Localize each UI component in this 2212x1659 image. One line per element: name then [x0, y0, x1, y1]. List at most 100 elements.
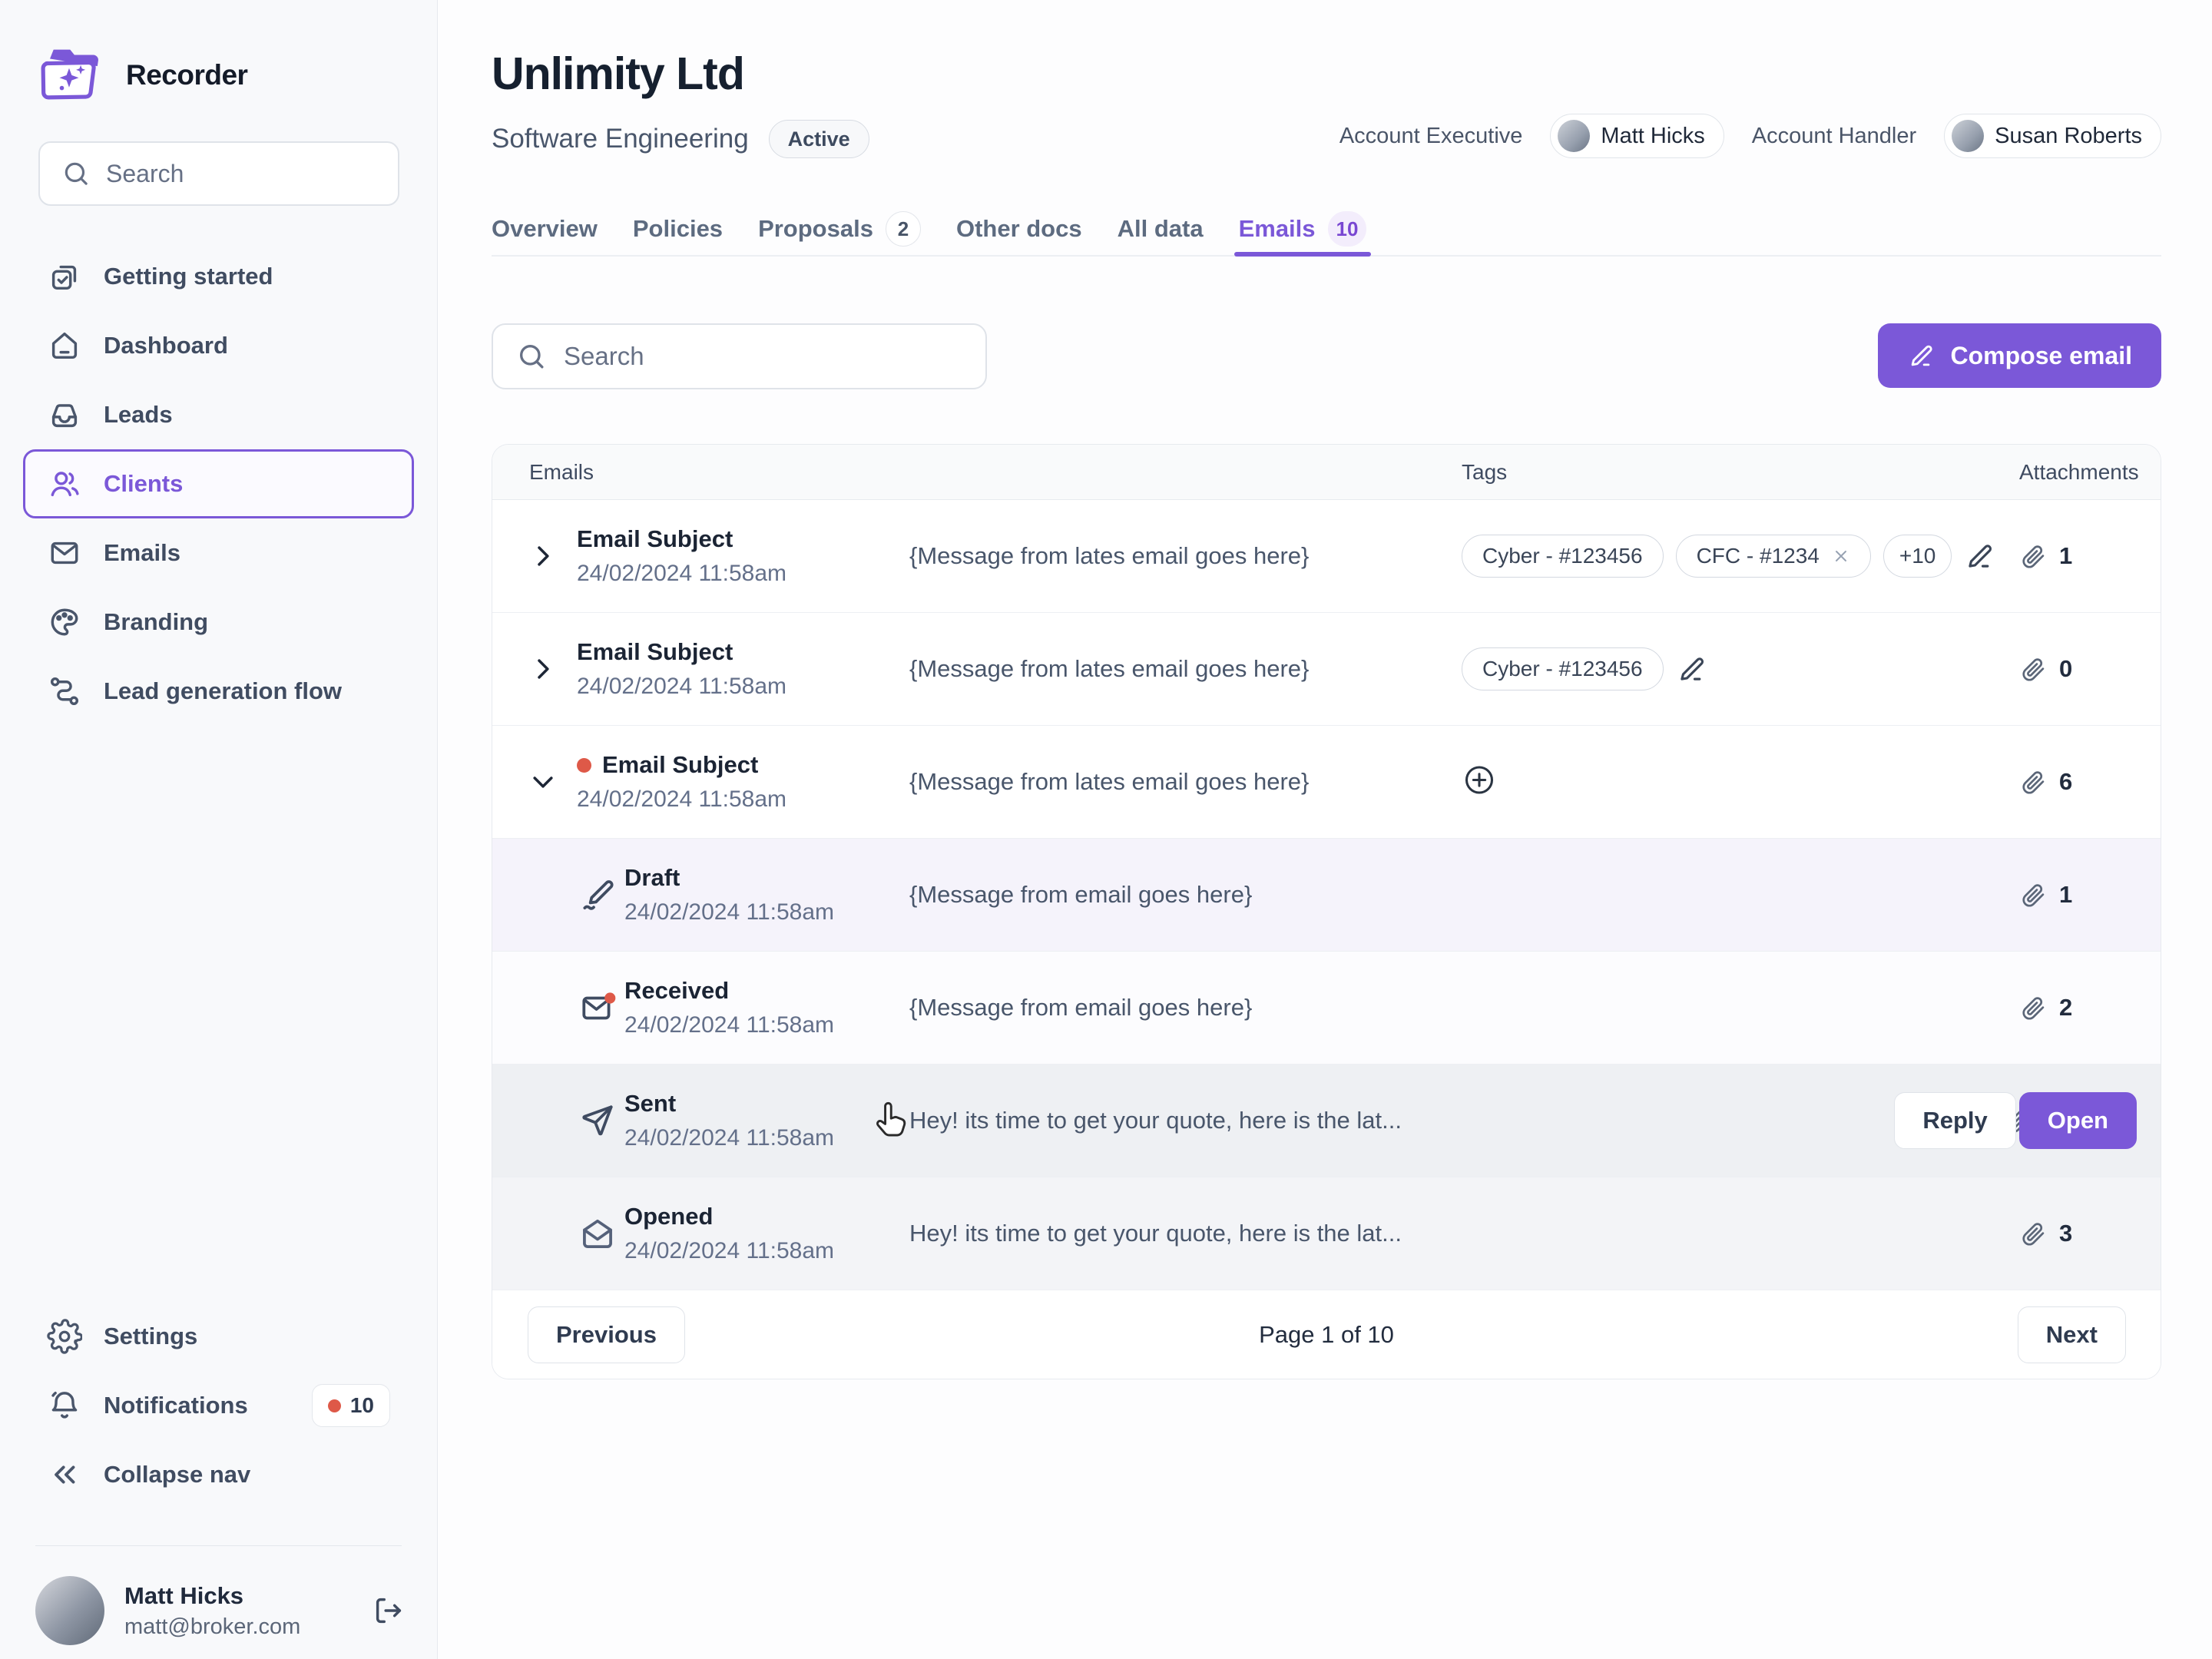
- email-subject: Email Subject: [602, 751, 759, 778]
- sidebar-item-leads[interactable]: Leads: [23, 380, 414, 449]
- draft-pencil-icon: [578, 876, 617, 914]
- email-preview: {Message from lates email goes here}: [909, 655, 1310, 682]
- email-subject: Email Subject: [577, 525, 733, 552]
- sidebar-item-branding[interactable]: Branding: [23, 588, 414, 657]
- pagination: Previous Page 1 of 10 Next: [492, 1290, 2161, 1379]
- sidebar-item-settings[interactable]: Settings: [23, 1302, 414, 1371]
- reply-button[interactable]: Reply: [1894, 1092, 2016, 1149]
- table-header: Emails Tags Attachments: [492, 445, 2161, 500]
- previous-page-button[interactable]: Previous: [528, 1306, 685, 1363]
- email-preview: Hey! its time to get your quote, here is…: [909, 1107, 1402, 1134]
- email-date: 24/02/2024 11:58am: [577, 561, 787, 586]
- sidebar-nav: Getting started Dashboard Leads Clients …: [23, 242, 414, 726]
- sidebar-item-label: Getting started: [104, 263, 273, 290]
- sidebar-item-notifications[interactable]: Notifications 10: [23, 1371, 414, 1440]
- edit-tags-button[interactable]: [1676, 653, 1708, 685]
- sidebar-item-label: Leads: [104, 401, 173, 428]
- emails-search[interactable]: [492, 323, 987, 389]
- email-summary: Email Subject 24/02/2024 11:58am: [577, 751, 786, 813]
- account-handler-pill[interactable]: Susan Roberts: [1944, 114, 2161, 158]
- email-tags: Cyber - #123456 CFC - #1234 +10: [1462, 535, 1996, 578]
- email-summary: Opened 24/02/2024 11:58am: [624, 1203, 834, 1264]
- chevron-down-icon[interactable]: [528, 767, 558, 797]
- mouse-hand-cursor: [876, 1101, 906, 1137]
- collapse-chevrons-icon: [55, 1465, 75, 1484]
- attachments-cell: 1: [2019, 542, 2072, 570]
- email-subrow-draft[interactable]: Draft 24/02/2024 11:58am {Message from e…: [492, 839, 2161, 952]
- sidebar-search-input[interactable]: [106, 159, 376, 188]
- tag-pill[interactable]: Cyber - #123456: [1462, 647, 1664, 690]
- attachments-cell: 3: [2019, 1220, 2072, 1247]
- attachments-cell: 6: [2019, 768, 2072, 796]
- email-row[interactable]: Email Subject 24/02/2024 11:58am {Messag…: [492, 500, 2161, 613]
- sidebar-item-label: Dashboard: [104, 332, 228, 359]
- email-subrow-received[interactable]: Received 24/02/2024 11:58am {Message fro…: [492, 952, 2161, 1065]
- sidebar-item-label: Clients: [104, 470, 184, 497]
- paperclip-icon: [2022, 771, 2045, 794]
- app-name: Recorder: [126, 59, 248, 91]
- close-icon[interactable]: [1832, 547, 1850, 565]
- email-subrow-opened[interactable]: Opened 24/02/2024 11:58am Hey! its time …: [492, 1177, 2161, 1290]
- more-tags-pill[interactable]: +10: [1883, 535, 1952, 578]
- user-profile: Matt Hicks matt@broker.com: [35, 1576, 406, 1645]
- tag-pill[interactable]: Cyber - #123456: [1462, 535, 1664, 578]
- avatar: [1558, 120, 1591, 152]
- tab-all-data[interactable]: All data: [1117, 215, 1204, 242]
- sidebar-item-collapse-nav[interactable]: Collapse nav: [23, 1440, 414, 1509]
- logout-button[interactable]: [371, 1593, 406, 1628]
- email-row-expanded[interactable]: Email Subject 24/02/2024 11:58am {Messag…: [492, 726, 2161, 839]
- add-tag-button[interactable]: [1462, 766, 1497, 801]
- email-preview: {Message from lates email goes here}: [909, 768, 1310, 795]
- column-header-tags: Tags: [1462, 459, 1508, 484]
- email-date: 24/02/2024 11:58am: [577, 786, 787, 812]
- tab-other-docs[interactable]: Other docs: [955, 215, 1082, 242]
- compose-email-button[interactable]: Compose email: [1878, 323, 2161, 388]
- tab-overview[interactable]: Overview: [492, 215, 598, 242]
- attachment-count: 2: [2059, 994, 2073, 1021]
- email-state-label: Opened: [624, 1203, 714, 1230]
- account-handler-label: Account Handler: [1751, 123, 1917, 148]
- account-executive-pill[interactable]: Matt Hicks: [1550, 114, 1724, 158]
- sidebar-item-lead-generation-flow[interactable]: Lead generation flow: [23, 657, 414, 726]
- tag-pill[interactable]: CFC - #1234: [1675, 535, 1871, 578]
- tab-proposals[interactable]: Proposals 2: [758, 203, 921, 255]
- gear-icon: [47, 1319, 82, 1354]
- column-header-attachments: Attachments: [2019, 459, 2139, 484]
- attachments-cell: 1: [2019, 881, 2072, 909]
- sidebar-item-emails[interactable]: Emails: [23, 518, 414, 588]
- pencil-icon: [1680, 657, 1704, 680]
- email-tags: Cyber - #123456: [1462, 647, 1708, 690]
- app-logo: Recorder: [35, 43, 248, 108]
- sidebar-item-dashboard[interactable]: Dashboard: [23, 311, 414, 380]
- edit-tags-button[interactable]: [1964, 540, 1996, 572]
- mail-open-icon: [578, 1214, 617, 1253]
- sidebar-search[interactable]: [38, 141, 399, 206]
- email-date: 24/02/2024 11:58am: [624, 1238, 835, 1263]
- attachment-count: 6: [2059, 768, 2073, 795]
- email-subrow-sent[interactable]: Sent 24/02/2024 11:58am Hey! its time to…: [492, 1065, 2161, 1177]
- chevron-right-icon[interactable]: [528, 654, 558, 684]
- proposals-count-badge: 2: [885, 211, 921, 247]
- emails-search-input[interactable]: [564, 342, 962, 371]
- email-date: 24/02/2024 11:58am: [624, 1125, 835, 1151]
- sidebar-item-getting-started[interactable]: Getting started: [23, 242, 414, 311]
- email-row[interactable]: Email Subject 24/02/2024 11:58am {Messag…: [492, 613, 2161, 726]
- notifications-count-badge: 10: [311, 1384, 390, 1427]
- tab-policies[interactable]: Policies: [632, 215, 724, 242]
- email-state-label: Received: [624, 977, 730, 1004]
- pencil-icon: [1912, 345, 1933, 366]
- sidebar-item-label: Branding: [104, 608, 209, 635]
- next-page-button[interactable]: Next: [2017, 1306, 2126, 1363]
- sidebar-item-clients[interactable]: Clients: [23, 449, 414, 518]
- sidebar-item-label: Notifications: [104, 1392, 248, 1419]
- open-button[interactable]: Open: [2018, 1092, 2137, 1149]
- paperclip-icon: [2022, 884, 2045, 907]
- email-state-label: Draft: [624, 864, 680, 891]
- email-summary: Received 24/02/2024 11:58am: [624, 977, 834, 1038]
- email-summary: Draft 24/02/2024 11:58am: [624, 864, 834, 926]
- tab-emails[interactable]: Emails 10: [1233, 203, 1372, 257]
- send-icon: [578, 1101, 617, 1140]
- chevron-right-icon[interactable]: [528, 541, 558, 571]
- paperclip-icon: [2022, 658, 2045, 681]
- attachment-count: 0: [2059, 655, 2073, 682]
